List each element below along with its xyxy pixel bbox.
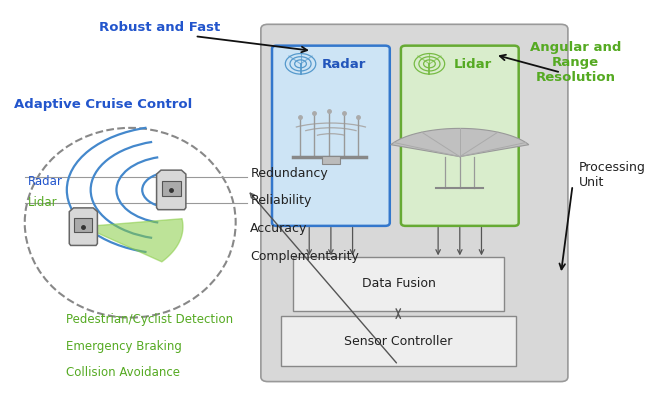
Text: Angular and
Range
Resolution: Angular and Range Resolution (530, 41, 621, 84)
Text: Accuracy: Accuracy (250, 222, 307, 235)
Text: Collision Avoidance: Collision Avoidance (66, 366, 180, 378)
Text: Radar: Radar (28, 175, 62, 188)
Text: Processing
Unit: Processing Unit (578, 161, 645, 189)
FancyBboxPatch shape (272, 46, 390, 226)
Polygon shape (391, 129, 529, 157)
Text: Emergency Braking: Emergency Braking (66, 339, 181, 353)
Text: Lidar: Lidar (28, 197, 57, 209)
Text: Data Fusion: Data Fusion (361, 277, 436, 291)
Text: Pedestrian/Cyclist Detection: Pedestrian/Cyclist Detection (66, 313, 233, 326)
Text: Lidar: Lidar (454, 58, 492, 71)
FancyBboxPatch shape (292, 257, 504, 311)
Text: Redundancy: Redundancy (250, 167, 328, 180)
FancyBboxPatch shape (281, 316, 515, 366)
Polygon shape (83, 219, 183, 262)
Text: Complementarity: Complementarity (250, 250, 359, 263)
Polygon shape (74, 219, 92, 232)
FancyBboxPatch shape (261, 24, 568, 382)
Text: Adaptive Cruise Control: Adaptive Cruise Control (14, 98, 192, 111)
Text: Robust and Fast: Robust and Fast (99, 21, 220, 33)
FancyBboxPatch shape (401, 46, 519, 226)
Polygon shape (70, 208, 98, 246)
Text: Reliability: Reliability (250, 195, 312, 207)
Text: Radar: Radar (322, 58, 366, 71)
Polygon shape (157, 170, 186, 210)
Polygon shape (162, 181, 181, 196)
FancyBboxPatch shape (322, 156, 340, 164)
Text: Sensor Controller: Sensor Controller (344, 335, 453, 348)
